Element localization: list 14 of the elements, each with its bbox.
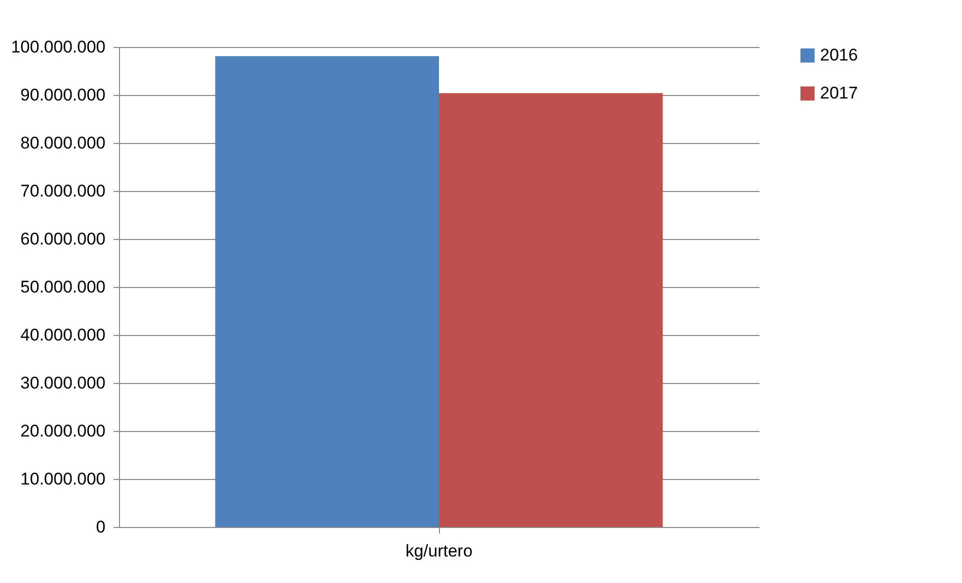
y-tick-label: 40.000.000: [20, 326, 106, 344]
y-tick-label: 60.000.000: [20, 230, 106, 248]
y-tick-label: 30.000.000: [20, 374, 106, 392]
y-tick-label: 80.000.000: [20, 134, 106, 152]
legend-label: 2016: [820, 46, 858, 64]
y-tick-label: 90.000.000: [20, 86, 106, 104]
legend-label: 2017: [820, 84, 858, 102]
y-tick-label: 100.000.000: [10, 38, 106, 56]
y-tick-label: 0: [96, 518, 106, 536]
y-tick-label: 10.000.000: [20, 470, 106, 488]
x-tick-label: kg/urtero: [405, 542, 473, 560]
y-tick-label: 70.000.000: [20, 182, 106, 200]
y-tick-label: 50.000.000: [20, 278, 106, 296]
y-tick-label: 20.000.000: [20, 422, 106, 440]
